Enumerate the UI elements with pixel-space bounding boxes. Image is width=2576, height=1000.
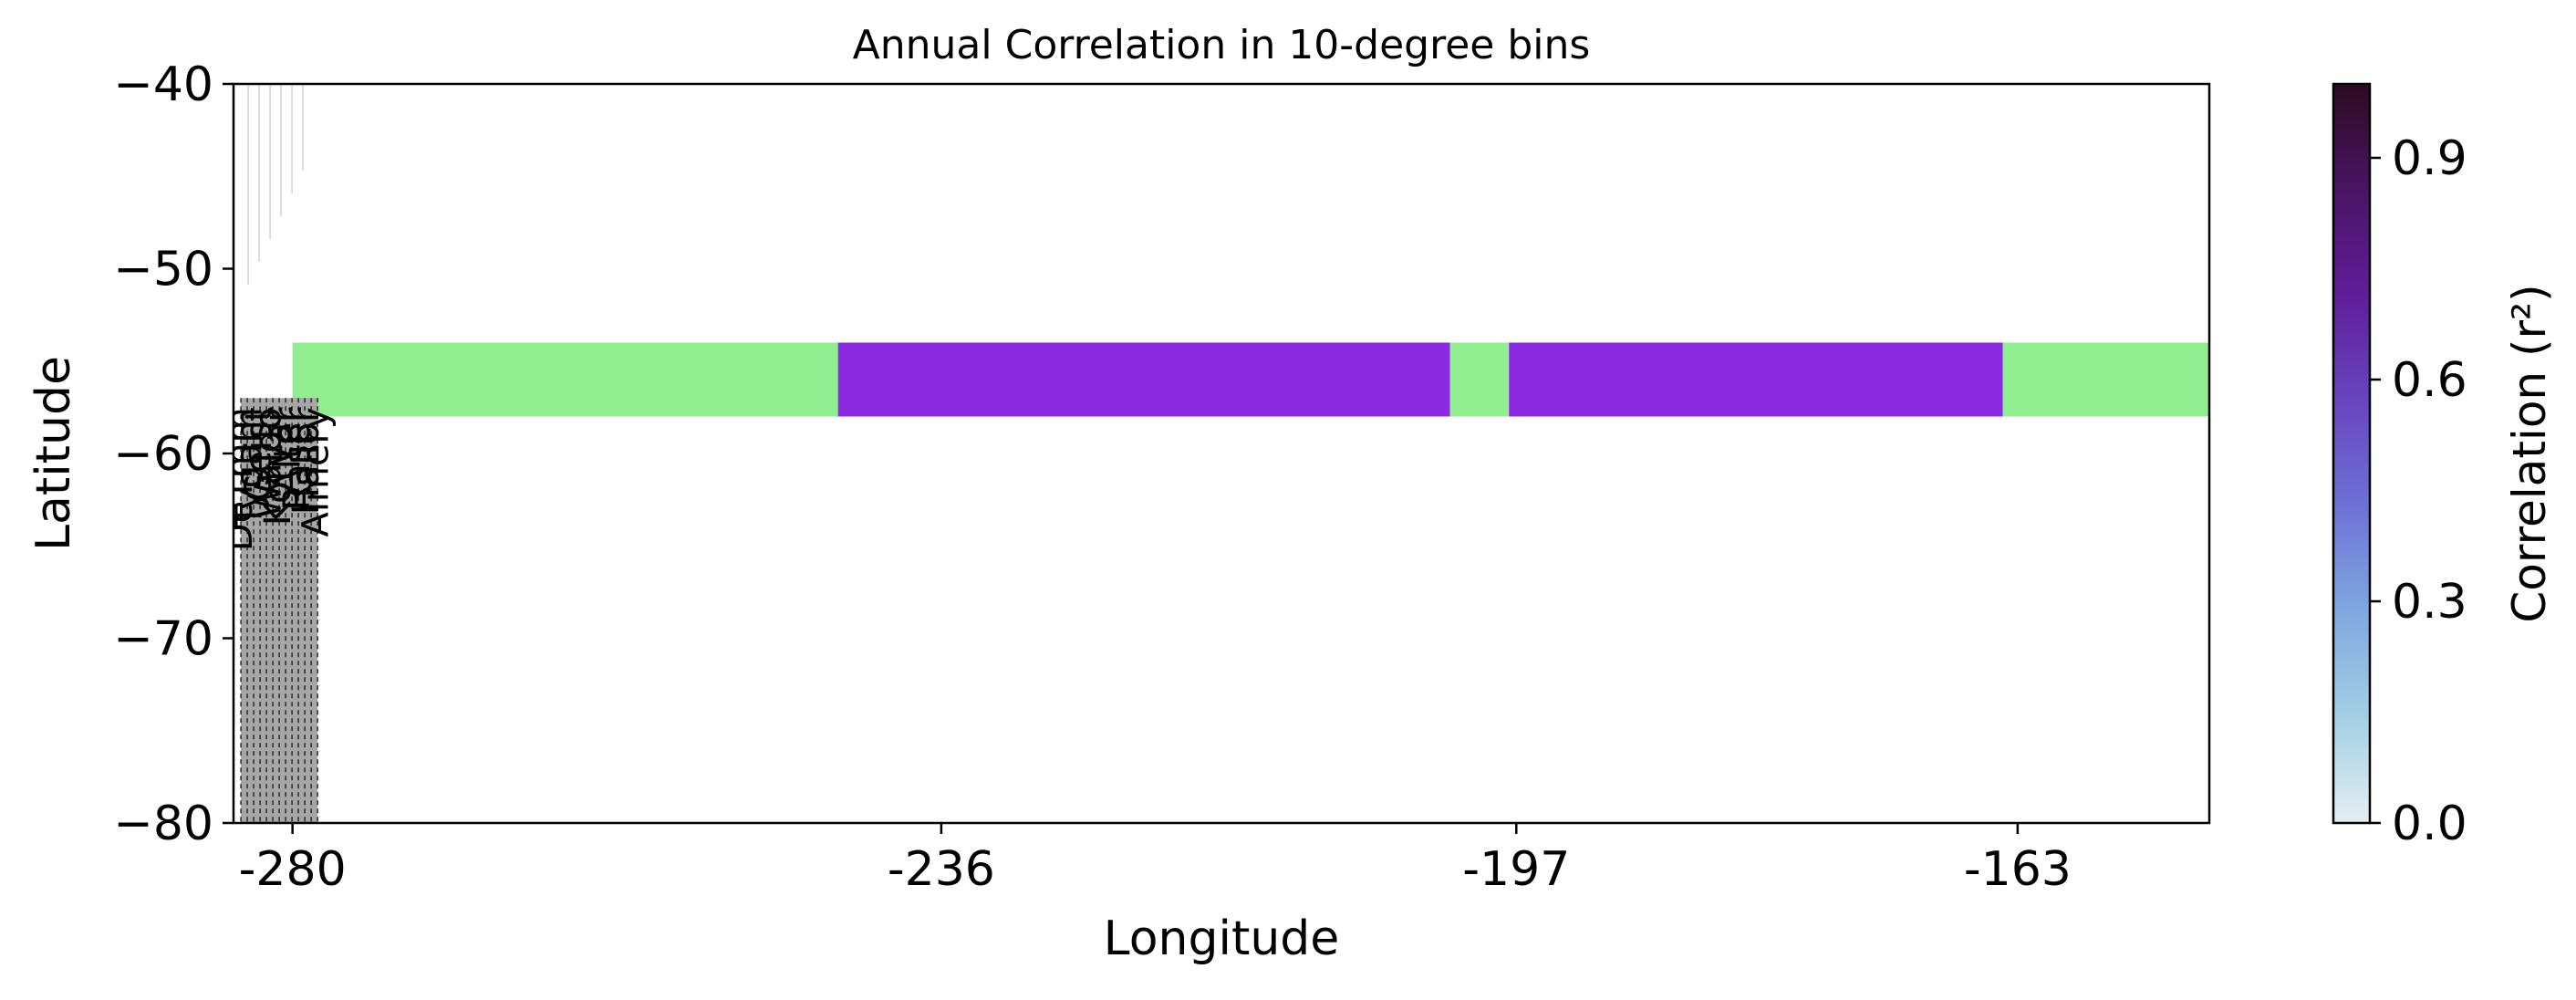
colorbar-tick-label: 0.0 [2392,797,2467,851]
heatmap-cell-0 [292,342,838,417]
x-axis-label: Longitude [1104,911,1340,966]
station-label: DeTmm [219,407,261,551]
station-label: Tygam [229,407,271,527]
y-tick-label: −40 [113,57,213,112]
station-label: Almery [296,407,338,536]
x-tick-label: -197 [1462,842,1570,897]
x-tick-label: -163 [1964,842,2072,897]
station-label: Alter [266,407,308,495]
station-label: Waldo [247,407,289,518]
x-tick-label: -280 [239,842,347,897]
y-tick-label: −50 [113,243,213,297]
station-label: Raser [276,407,318,511]
x-axis: -280 -236 -197 -163 [239,823,2072,897]
heatmap-cells [292,342,2209,417]
heatmap-cell-4 [2002,342,2209,417]
y-axis-label: Latitude [26,356,81,551]
colorbar-tick-label: 0.9 [2392,131,2467,186]
colorbar [2332,82,2372,825]
y-axis: −40 −50 −60 −70 −80 [113,57,234,851]
station-strip: DeTmmTygamGeistWaldoKorvarAlterRaserHall… [219,84,338,823]
chart-title: Annual Correlation in 10-degree bins [853,22,1591,68]
y-tick-label: −80 [113,797,213,851]
colorbar-ticks: 0.0 0.3 0.6 0.9 [2370,131,2467,851]
colorbar-tick-label: 0.6 [2392,353,2467,408]
station-label: Geist [238,407,280,501]
y-tick-label: −60 [113,427,213,482]
heatmap-cell-3 [1509,342,2003,417]
plot-frame [232,82,2211,825]
heatmap-cell-2 [1449,342,1510,417]
y-tick-label: −70 [113,612,213,667]
station-label: Hallor [286,407,327,515]
heatmap-cell-1 [837,342,1450,417]
x-tick-label: -236 [888,842,995,897]
station-label: Korvar [257,407,299,526]
colorbar-label: Correlation (r²) [2503,284,2556,622]
colorbar-tick-label: 0.3 [2392,575,2467,630]
